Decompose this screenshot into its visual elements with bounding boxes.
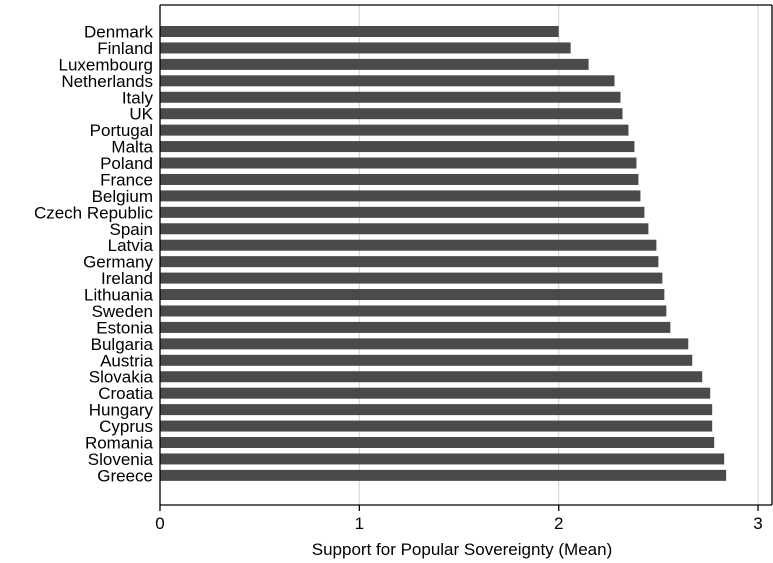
x-tick-label: 3 [753, 514, 762, 533]
bar-austria [160, 354, 693, 366]
bar-france [160, 173, 639, 185]
category-label: Spain [110, 220, 153, 239]
category-label: Slovakia [89, 368, 154, 387]
category-label: Hungary [89, 401, 154, 420]
category-label: Lithuania [84, 286, 154, 305]
category-label: Netherlands [61, 72, 153, 91]
bar-slovakia [160, 371, 703, 383]
bar-germany [160, 256, 659, 268]
category-label: UK [129, 105, 153, 124]
category-label: Cyprus [99, 417, 153, 436]
category-label: Italy [122, 88, 154, 107]
bar-ireland [160, 272, 663, 284]
bar-czech-republic [160, 206, 645, 218]
bar-greece [160, 469, 727, 481]
bar-uk [160, 108, 623, 120]
category-label: Croatia [98, 384, 153, 403]
bar-lithuania [160, 289, 665, 301]
category-label: Malta [111, 138, 153, 157]
bar-italy [160, 91, 621, 103]
bar-netherlands [160, 75, 615, 87]
category-label: Poland [100, 154, 153, 173]
bar-hungary [160, 404, 713, 416]
category-label: Luxembourg [58, 55, 153, 74]
category-label: Finland [97, 39, 153, 58]
bar-latvia [160, 239, 657, 251]
bar-denmark [160, 26, 559, 37]
bar-poland [160, 157, 637, 169]
bar-finland [160, 42, 571, 54]
x-tick-label: 0 [155, 514, 164, 533]
bar-bulgaria [160, 338, 689, 350]
bar-malta [160, 141, 635, 153]
bar-luxembourg [160, 58, 589, 70]
bar-croatia [160, 387, 711, 399]
category-label: France [100, 170, 153, 189]
category-label: Germany [83, 253, 153, 272]
category-label: Slovenia [88, 450, 154, 469]
category-label: Romania [85, 434, 154, 453]
bar-slovenia [160, 453, 725, 465]
bar-belgium [160, 190, 641, 202]
x-tick-label: 1 [355, 514, 364, 533]
category-label: Greece [97, 466, 153, 485]
bar-romania [160, 437, 715, 448]
bar-portugal [160, 124, 629, 136]
bar-estonia [160, 321, 671, 333]
category-label: Belgium [92, 187, 153, 206]
category-label: Czech Republic [34, 203, 154, 222]
category-labels: DenmarkFinlandLuxembourgNetherlandsItaly… [34, 23, 154, 486]
category-label: Estonia [96, 318, 153, 337]
category-label: Bulgaria [91, 335, 154, 354]
category-label: Sweden [92, 302, 153, 321]
category-label: Denmark [84, 23, 153, 42]
category-label: Latvia [108, 236, 154, 255]
bar-sweden [160, 305, 667, 317]
category-label: Ireland [101, 269, 153, 288]
axes: 0 1 2 3 [155, 4, 773, 533]
category-label: Portugal [90, 121, 153, 140]
bar-cyprus [160, 420, 713, 432]
bars [160, 26, 727, 481]
category-label: Austria [100, 351, 153, 370]
bar-spain [160, 223, 649, 235]
x-tick-label: 2 [554, 514, 563, 533]
x-axis-label: Support for Popular Sovereignty (Mean) [312, 540, 613, 559]
